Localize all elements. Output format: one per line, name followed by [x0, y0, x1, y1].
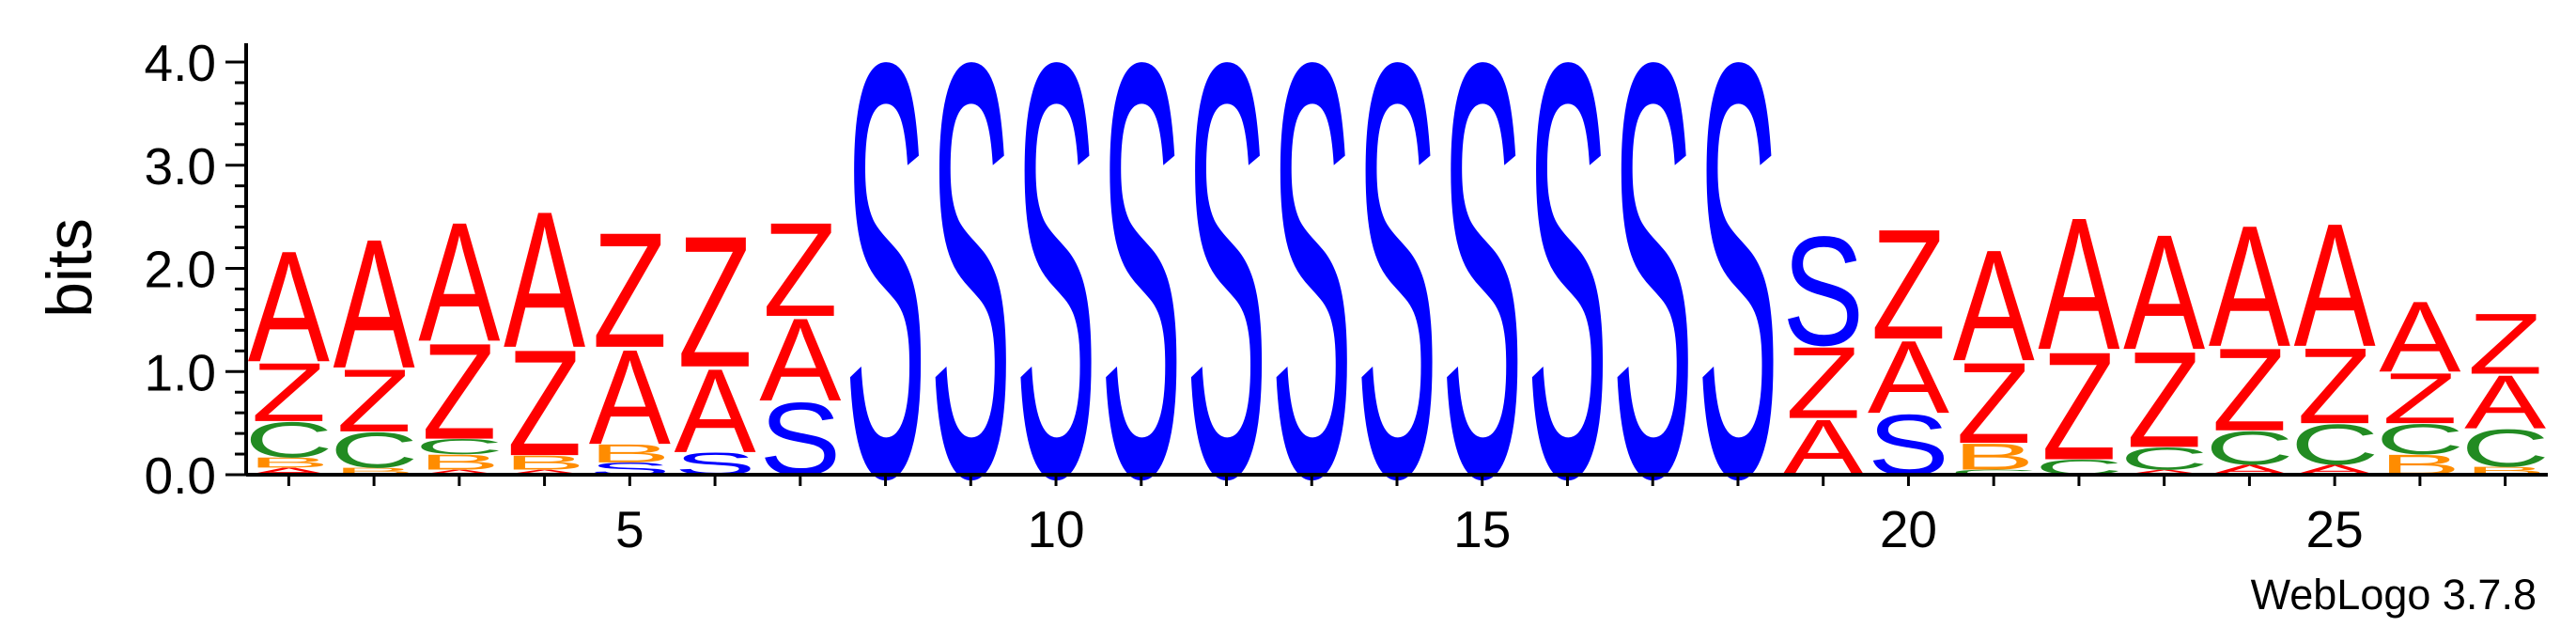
logo-letter-b: B	[1953, 436, 2035, 478]
logo-letter-s: S	[1100, 0, 1182, 601]
logo-letter-z: Z	[1871, 196, 1947, 372]
logo-letter-c: C	[330, 422, 418, 478]
logo-letter-z: Z	[2212, 324, 2288, 456]
logo-letter-z: Z	[1786, 326, 1861, 440]
logo-letter-a: A	[2209, 190, 2291, 383]
x-tick-label: 20	[1880, 500, 1937, 558]
y-tick-label: 3.0	[145, 137, 216, 196]
logo-letter-s: S	[1186, 0, 1267, 601]
logo-letter-z: Z	[2468, 295, 2543, 392]
logo-letter-a: A	[418, 468, 501, 477]
weblogo-credit: WebLogo 3.7.8	[2251, 571, 2537, 619]
y-tick-label: 0.0	[145, 447, 216, 505]
logo-letter-s: S	[1271, 0, 1353, 601]
logo-letter-a: A	[504, 170, 586, 388]
logo-letter-s: S	[1441, 0, 1523, 601]
logo-letter-a: A	[675, 344, 756, 478]
logo-letter-z: Z	[2297, 326, 2372, 447]
y-axis-ticks: 0.0 1.0 2.0 3.0 4.0	[145, 34, 246, 505]
logo-letter-z: Z	[422, 316, 497, 468]
logo-letter-a: A	[334, 201, 415, 407]
y-tick-label: 2.0	[145, 241, 216, 299]
logo-letter-s: S	[1015, 0, 1096, 601]
logo-letter-a: A	[504, 468, 586, 477]
logo-letter-s: S	[1527, 0, 1608, 601]
logo-letter-s: S	[1782, 204, 1864, 378]
logo-letter-a: A	[2464, 360, 2547, 445]
logo-letter-c: C	[2376, 415, 2464, 463]
logo-letter-a: A	[418, 188, 500, 378]
logo-letter-a: A	[2038, 179, 2119, 389]
logo-letter-z: Z	[507, 319, 582, 488]
logo-letter-z: Z	[2127, 324, 2202, 477]
logo-letter-c: C	[1949, 468, 2038, 477]
logo-letter-z: Z	[677, 196, 753, 407]
logo-letter-z: Z	[336, 352, 411, 451]
y-axis-title: bits	[34, 218, 105, 318]
x-tick-label: 10	[1027, 500, 1084, 558]
logo-letter-b: B	[589, 439, 671, 468]
x-tick-label: 25	[2306, 500, 2364, 558]
logo-letter-c: C	[415, 434, 504, 459]
logo-letter-c: C	[2290, 413, 2379, 478]
axes: 0.0 1.0 2.0 3.0 4.0 5 10 15 20 25	[145, 34, 2548, 558]
logo-letter-a: A	[2379, 281, 2460, 393]
logo-letter-a: A	[1868, 320, 1949, 435]
logo-letter-c: C	[2205, 421, 2293, 475]
logo-letter-b: B	[248, 454, 330, 470]
y-tick-label: 1.0	[145, 343, 216, 401]
logo-letter-z: Z	[2382, 358, 2458, 439]
logo-letter-b: B	[504, 451, 585, 474]
logo-letter-a: A	[759, 294, 842, 426]
x-tick-label: 5	[615, 500, 644, 558]
logo-letter-a: A	[2294, 188, 2376, 384]
logo-letter-z: Z	[592, 197, 667, 382]
logo-letter-s: S	[930, 0, 1012, 601]
logo-letter-z: Z	[1956, 338, 2031, 467]
logo-letter-a: A	[1953, 216, 2035, 394]
logo-letter-a: A	[248, 217, 330, 395]
logo-letter-b: B	[418, 450, 500, 475]
logo-letter-c: C	[244, 413, 333, 469]
logo-letter-a: A	[589, 322, 671, 473]
logo-letter-a: A	[2123, 468, 2206, 477]
logo-letter-s: S	[845, 0, 926, 601]
x-axis-ticks: 5 10 15 20 25	[287, 475, 2507, 558]
logo-letter-z: Z	[2041, 321, 2117, 493]
x-tick-label: 15	[1453, 500, 1511, 558]
logo-letter-z: Z	[251, 346, 326, 439]
logo-letter-s: S	[1697, 0, 1778, 601]
logo-letter-c: C	[2120, 441, 2209, 476]
y-tick-label: 4.0	[145, 34, 216, 92]
logo-letter-s: S	[1612, 0, 1694, 601]
logo-letter-z: Z	[763, 195, 838, 345]
logo-letter-s: S	[1356, 0, 1437, 601]
logo-letter-a: A	[2123, 200, 2205, 384]
logo-letter-c: C	[2460, 419, 2549, 478]
